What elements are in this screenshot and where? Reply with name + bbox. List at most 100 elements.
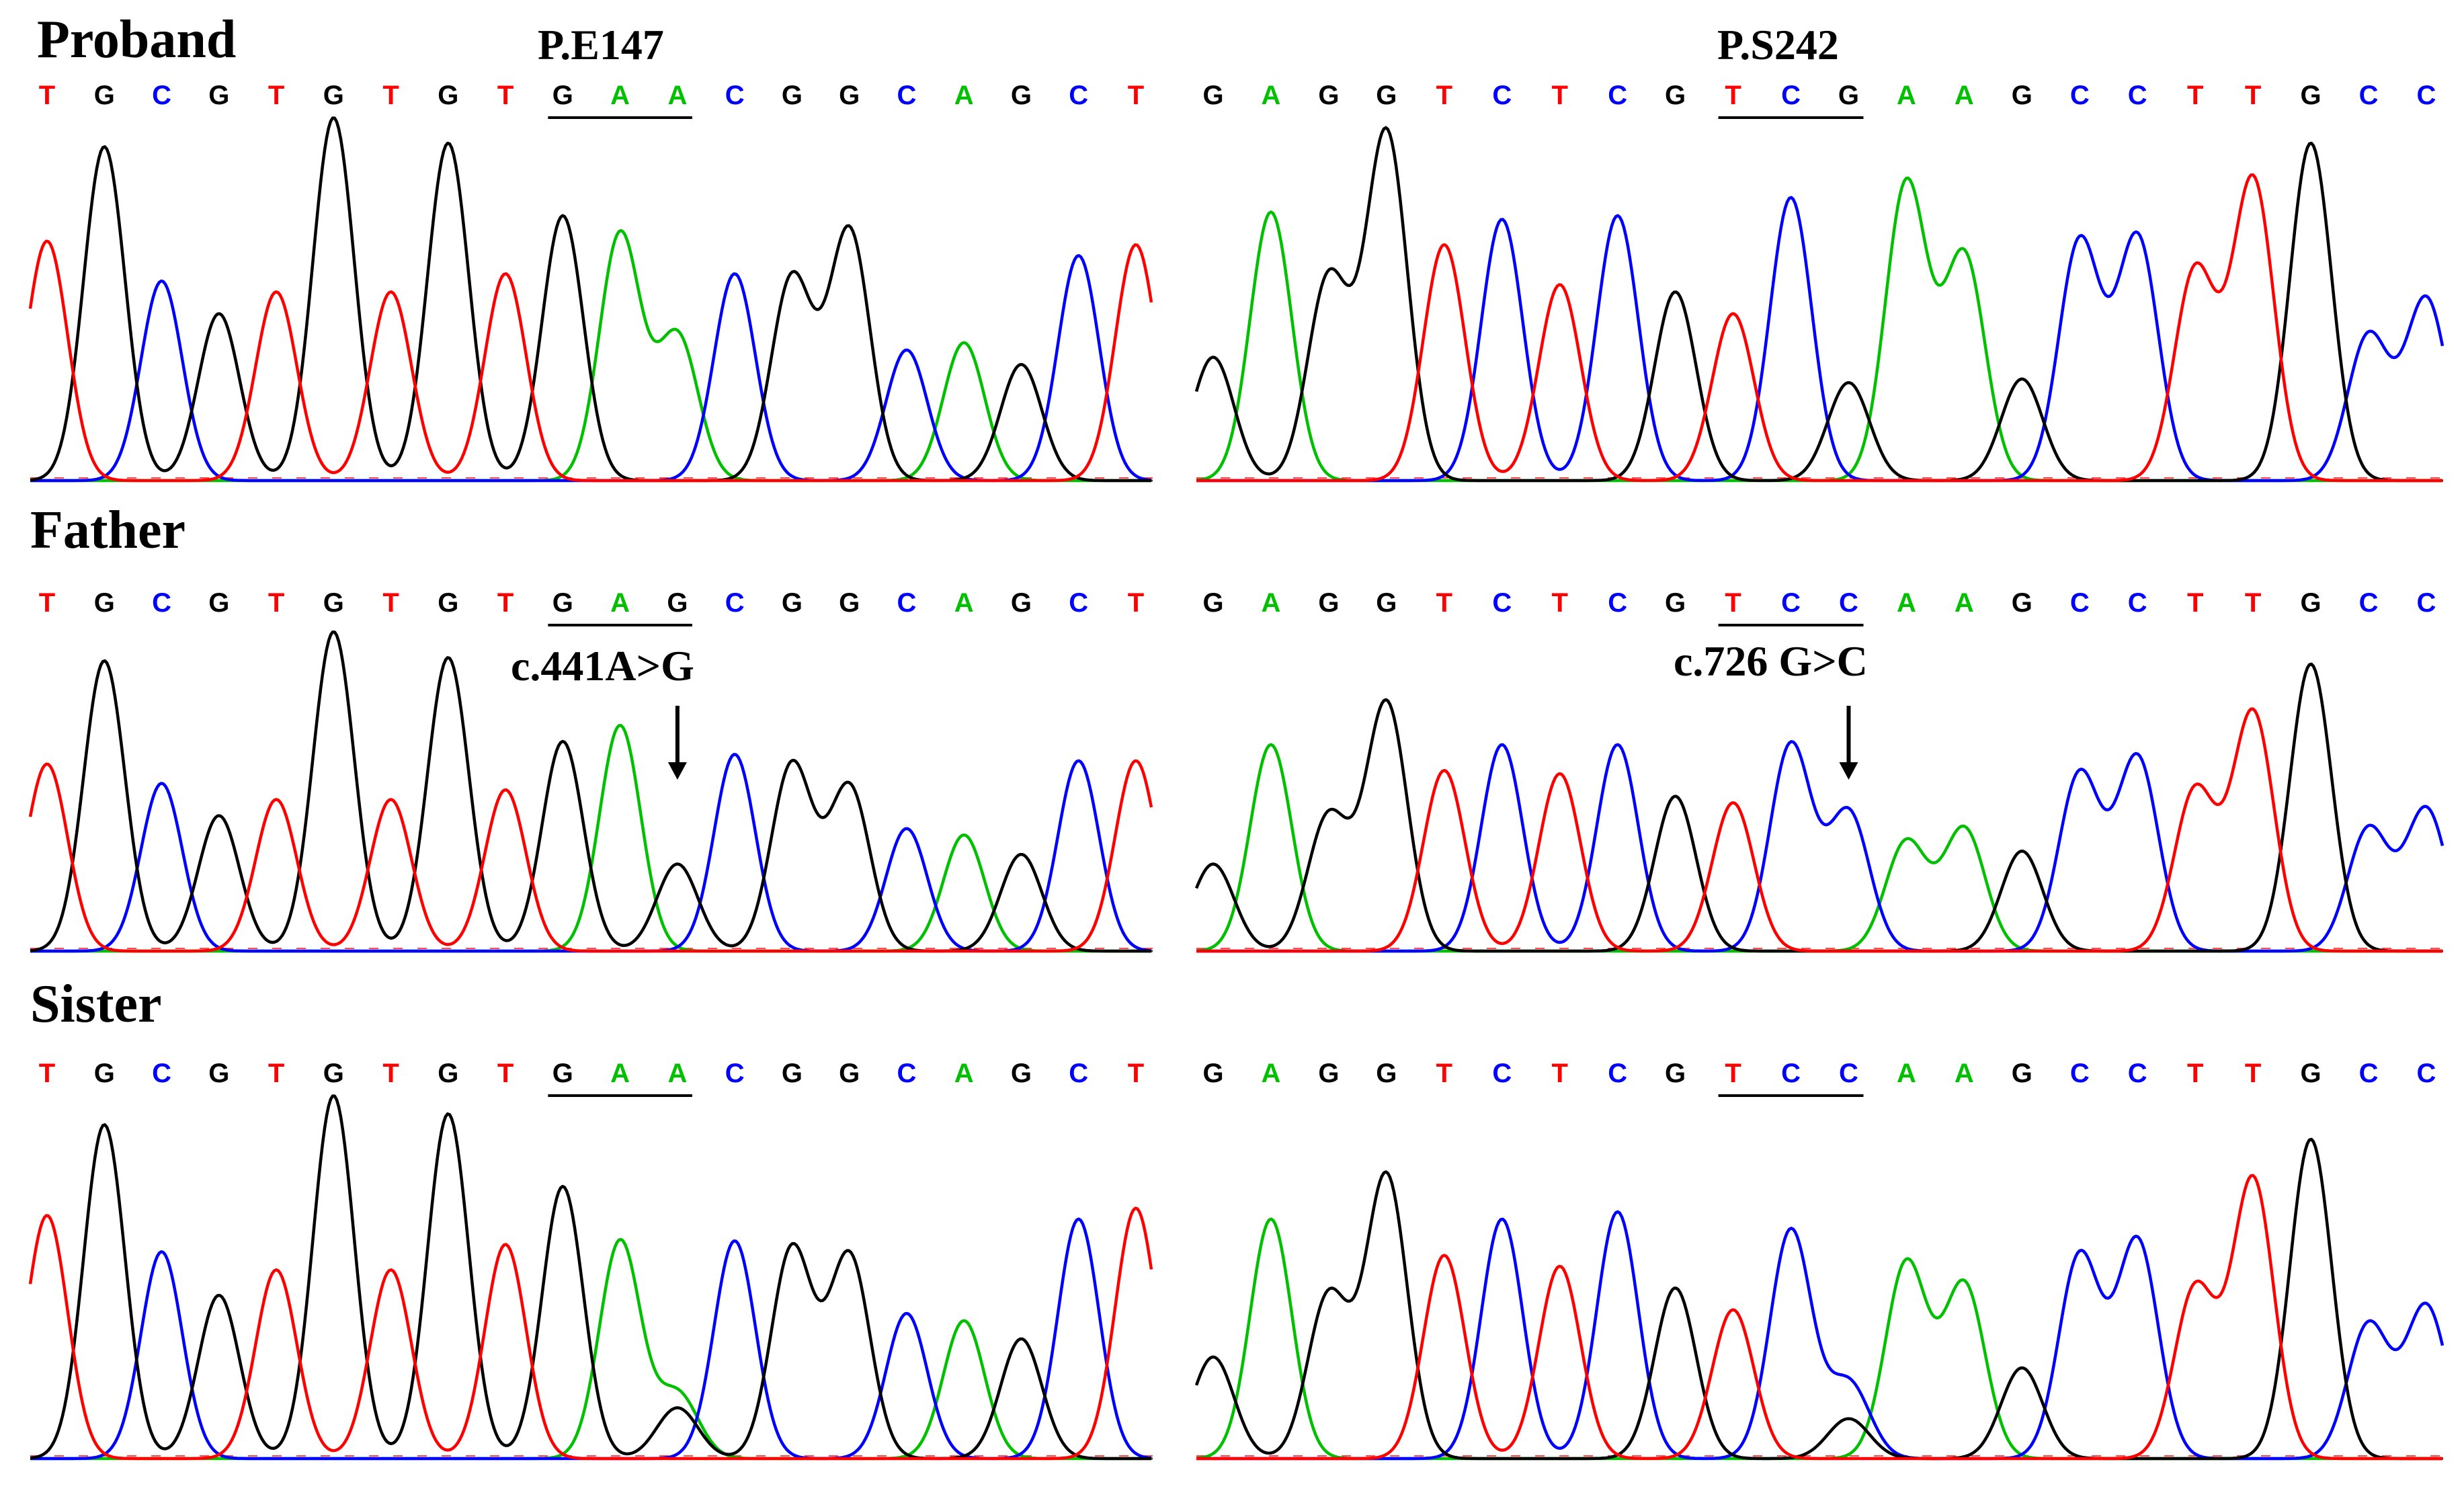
base-call-letter: T: [382, 588, 399, 618]
base-call-letter: C: [2070, 588, 2090, 618]
trace-t: [28, 1207, 1153, 1461]
base-call-letter: C: [1608, 588, 1627, 618]
base-call-letter: A: [1897, 81, 1916, 110]
base-call-letter: G: [1318, 1059, 1339, 1088]
trace-a: [1196, 176, 2442, 483]
base-call-letter: T: [268, 1059, 284, 1088]
base-call-letter: A: [610, 1059, 630, 1088]
trace-t: [28, 239, 1153, 483]
base-call-letter: A: [1897, 1059, 1916, 1088]
base-call-letter: T: [2187, 81, 2203, 110]
base-call-letter: C: [897, 81, 917, 110]
base-call-letter: C: [2417, 588, 2436, 618]
base-call-letter: G: [782, 81, 803, 110]
trace-t: [1196, 707, 2442, 953]
base-call-letter: T: [1551, 81, 1567, 110]
base-call-letter: G: [2012, 1059, 2032, 1088]
trace-t: [1196, 173, 2442, 483]
trace-g: [1194, 126, 2442, 483]
base-call-letter: G: [2301, 1059, 2322, 1088]
base-call-letter: C: [152, 588, 171, 618]
base-call-letter: G: [667, 588, 688, 618]
base-call-letter: T: [2245, 81, 2261, 110]
base-call-letter: A: [1262, 81, 1281, 110]
base-call-letter: G: [552, 588, 573, 618]
variant-arrow-head: [667, 762, 687, 780]
base-call-letter: C: [2128, 588, 2147, 618]
base-call-letter: C: [725, 81, 745, 110]
base-call-letter: G: [438, 588, 458, 618]
base-call-letter: C: [725, 1059, 745, 1088]
base-call-letter: C: [1781, 1059, 1801, 1088]
base-call-letter: T: [1551, 588, 1567, 618]
base-call-letter: A: [1955, 1059, 1974, 1088]
base-call-letter: C: [897, 1059, 917, 1088]
base-call-letter: T: [1128, 81, 1144, 110]
base-call-letter: T: [1725, 81, 1741, 110]
trace-c: [1196, 196, 2445, 483]
row-label-father: Father: [30, 501, 186, 560]
base-call-letter: A: [610, 588, 630, 618]
base-call-letter: C: [1492, 81, 1512, 110]
base-call-letter: T: [2245, 1059, 2261, 1088]
trace-a: [30, 229, 1151, 483]
base-call-letter: A: [667, 81, 687, 110]
base-call-letter: G: [94, 588, 115, 618]
codon-label-e147: P.E147: [538, 21, 664, 69]
trace-a: [30, 1237, 1151, 1461]
codon-label-s242: P.S242: [1717, 21, 1839, 69]
base-call-letter: C: [2417, 81, 2436, 110]
chromatogram-panels: T G C G T G T G T G A A C G G C A G C T G A G G T C T C G T C G A A G C C T T G…: [28, 81, 2445, 1461]
row-label-sister: Sister: [30, 975, 162, 1034]
base-call-letter: G: [323, 1059, 344, 1088]
trace-c: [30, 753, 1152, 953]
base-call-letter: C: [1608, 81, 1627, 110]
base-call-letter: G: [1376, 81, 1397, 110]
trace-a: [1196, 743, 2442, 953]
base-call-letter: T: [2187, 588, 2203, 618]
base-call-letter: C: [1069, 81, 1088, 110]
base-call-letter: C: [2359, 81, 2379, 110]
base-call-letter: G: [1011, 588, 1032, 618]
base-call-letter: T: [382, 1059, 399, 1088]
base-call-letter: G: [1376, 588, 1397, 618]
base-call-letter: T: [2245, 588, 2261, 618]
base-call-letter: C: [2070, 81, 2090, 110]
trace-g: [1194, 662, 2442, 953]
base-call-letter: T: [1436, 1059, 1452, 1088]
base-call-letter: T: [497, 1059, 514, 1088]
base-call-letter: G: [94, 1059, 115, 1088]
trace-t: [1196, 1174, 2442, 1461]
base-call-letter: T: [497, 81, 514, 110]
base-call-letter: A: [667, 1059, 687, 1088]
base-call-letter: G: [552, 81, 573, 110]
base-call-letter: G: [839, 81, 860, 110]
base-call-letter: G: [208, 588, 229, 618]
base-call-letter: C: [897, 588, 917, 618]
base-call-letter: G: [1318, 588, 1339, 618]
base-call-letter: G: [1202, 81, 1223, 110]
base-call-letter: C: [2359, 588, 2379, 618]
base-call-letter: A: [1955, 81, 1974, 110]
base-call-letter: T: [2187, 1059, 2203, 1088]
base-call-letter: A: [954, 81, 974, 110]
trace-g: [30, 116, 1151, 483]
base-call-letter: T: [1725, 588, 1741, 618]
base-call-letter: G: [94, 81, 115, 110]
base-call-letter: C: [1492, 588, 1512, 618]
base-call-letter: C: [1069, 1059, 1088, 1088]
base-call-letter: G: [2301, 588, 2322, 618]
base-call-letter: A: [1955, 588, 1974, 618]
trace-c: [30, 1217, 1152, 1461]
base-call-letter: T: [497, 588, 514, 618]
base-call-letter: C: [2128, 1059, 2147, 1088]
base-call-letter: C: [725, 588, 745, 618]
base-call-letter: G: [438, 1059, 458, 1088]
base-call-letter: C: [2128, 81, 2147, 110]
base-call-letter: G: [208, 81, 229, 110]
trace-c: [1196, 740, 2445, 953]
base-call-letter: G: [1011, 1059, 1032, 1088]
